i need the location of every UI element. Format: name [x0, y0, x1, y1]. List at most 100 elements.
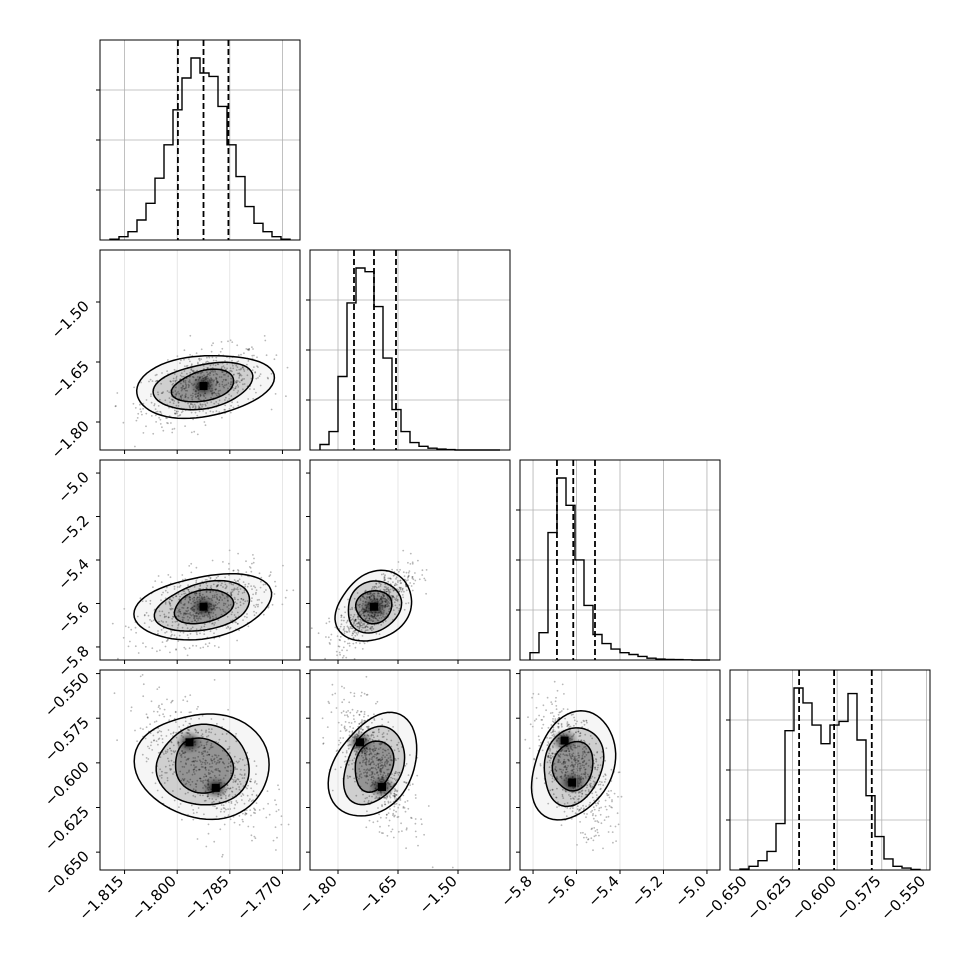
scatter-point — [384, 775, 387, 777]
scatter-point — [374, 797, 377, 800]
scatter-point — [238, 375, 241, 377]
scatter-point — [599, 813, 602, 816]
scatter-point — [237, 380, 239, 382]
scatter-point — [161, 770, 163, 773]
scatter-point — [378, 758, 380, 761]
scatter-point — [369, 768, 372, 771]
scatter-point — [558, 737, 560, 740]
scatter-point — [581, 757, 584, 759]
scatter-point — [384, 597, 387, 600]
scatter-point — [198, 358, 200, 360]
scatter-point — [195, 785, 198, 788]
scatter-point — [340, 711, 343, 714]
scatter-point — [231, 370, 233, 373]
scatter-point — [259, 373, 262, 375]
scatter-point — [235, 607, 237, 610]
scatter-point — [208, 356, 211, 359]
scatter-point — [372, 617, 375, 620]
scatter-point — [253, 760, 256, 763]
scatter-point — [172, 750, 175, 753]
scatter-point — [156, 710, 159, 713]
scatter-point — [219, 828, 222, 831]
scatter-point — [576, 805, 579, 808]
scatter-point — [236, 580, 239, 582]
scatter-point — [200, 404, 202, 406]
scatter-point — [358, 628, 361, 630]
scatter-point — [196, 414, 199, 417]
scatter-point — [227, 604, 230, 607]
scatter-point — [347, 715, 349, 718]
scatter-point — [381, 604, 384, 607]
scatter-point — [572, 768, 575, 771]
scatter-point — [578, 756, 580, 759]
scatter-point — [197, 382, 200, 384]
scatter-point — [364, 752, 366, 755]
scatter-point — [170, 753, 173, 755]
scatter-point — [210, 611, 212, 614]
scatter-point — [370, 627, 373, 630]
scatter-point — [361, 719, 363, 721]
scatter-point — [380, 624, 383, 626]
scatter-point — [242, 599, 245, 601]
scatter-point — [381, 606, 384, 609]
scatter-point — [224, 374, 226, 376]
scatter-point — [369, 763, 372, 766]
scatter-point — [365, 601, 367, 603]
scatter-point — [224, 740, 227, 742]
scatter-point — [236, 587, 239, 589]
scatter-point — [209, 410, 212, 413]
scatter-point — [411, 562, 414, 565]
scatter-point — [222, 761, 224, 763]
scatter-point — [366, 750, 368, 753]
scatter-point — [363, 611, 366, 613]
scatter-point — [213, 605, 215, 607]
scatter-point — [159, 410, 161, 413]
scatter-point — [184, 592, 187, 595]
scatter-point — [392, 589, 395, 591]
scatter-point — [177, 640, 180, 642]
scatter-point — [584, 772, 587, 774]
scatter-point — [221, 853, 224, 856]
scatter-point — [142, 695, 145, 698]
scatter-point — [218, 774, 221, 777]
scatter-point — [369, 762, 372, 765]
scatter-point — [378, 752, 380, 755]
scatter-point — [360, 629, 363, 631]
scatter-point — [192, 760, 195, 762]
scatter-point — [563, 742, 565, 745]
scatter-point — [198, 406, 201, 409]
scatter-point — [184, 648, 187, 650]
scatter-point — [211, 594, 214, 597]
scatter-point — [214, 609, 216, 611]
scatter-point — [218, 779, 220, 782]
scatter-point — [396, 790, 398, 793]
scatter-point — [373, 793, 375, 795]
scatter-point — [262, 583, 265, 586]
scatter-point — [568, 750, 571, 752]
scatter-point — [169, 651, 171, 654]
scatter-point — [202, 755, 205, 757]
scatter-point — [238, 368, 241, 371]
scatter-point — [155, 720, 158, 723]
scatter-point — [243, 774, 246, 776]
scatter-point — [404, 810, 407, 813]
scatter-point — [374, 585, 377, 588]
scatter-point — [365, 775, 368, 778]
scatter-point — [451, 866, 454, 869]
scatter-point — [391, 595, 394, 597]
scatter-point — [211, 393, 214, 396]
scatter-point — [370, 611, 373, 614]
scatter-point — [578, 791, 581, 793]
scatter-point — [245, 560, 247, 563]
scatter-point — [184, 598, 187, 601]
scatter-point — [155, 411, 158, 413]
scatter-point — [378, 603, 381, 606]
scatter-point — [171, 608, 174, 610]
scatter-point — [205, 582, 208, 585]
scatter-point — [347, 744, 350, 747]
scatter-point — [557, 722, 560, 725]
scatter-point — [183, 646, 186, 649]
scatter-point — [553, 742, 556, 745]
scatter-point — [387, 596, 389, 599]
scatter-point — [355, 711, 358, 714]
